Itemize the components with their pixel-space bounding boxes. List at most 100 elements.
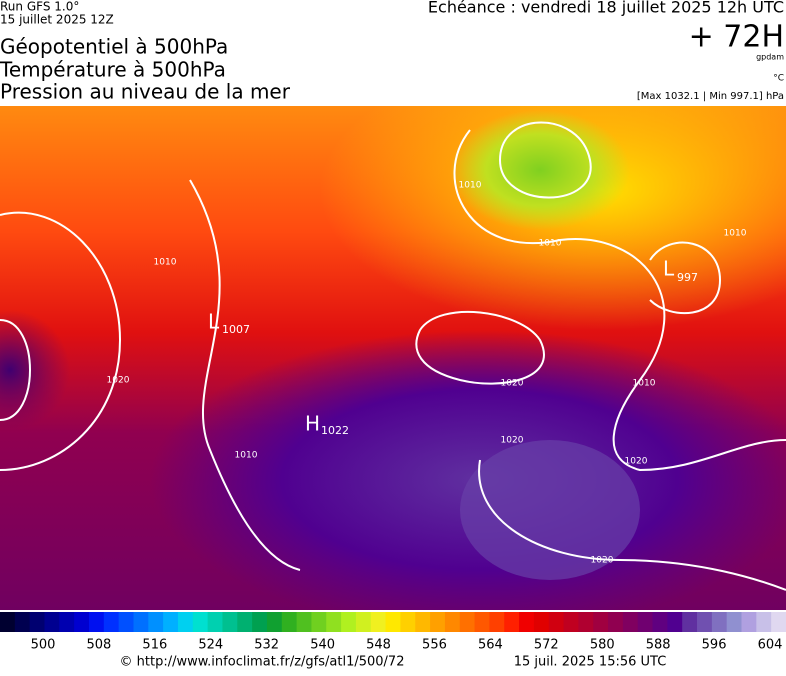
colorbar-label: 516 [142,638,167,653]
colorbar-cell [548,612,565,632]
colorbar-cell [667,612,683,632]
colorbar-cell [459,612,476,632]
isobar-label: 1010 [235,451,258,461]
colorbar-label: 500 [31,638,56,653]
colorbar-cell [118,612,134,632]
colorbar-cell [756,612,772,632]
isobar-label: 1010 [633,379,656,389]
colorbar-cell [163,612,179,632]
title: Température à 500hPa [0,58,226,82]
colorbar-cell [133,612,149,632]
colorbar-cell [74,612,90,632]
title: Géopotentiel à 500hPa [0,35,228,59]
center-kind: L [663,257,675,281]
colorbar-label: 588 [646,638,671,653]
isobar-label: 1010 [154,258,177,268]
isobar-label: 1020 [501,436,524,446]
isobar-labels: 1010 1010 1020 1010 1020 1020 1010 1010 … [107,181,747,566]
colorbar-cell [578,612,594,632]
colorbar-cell [444,612,461,632]
unit: °C [773,74,784,84]
isobar-label: 1020 [625,457,648,467]
colorbar-cell [489,612,505,632]
colorbar-cell [504,612,520,632]
colorbar-cell [563,612,579,632]
timestamp: 15 juil. 2025 15:56 UTC [514,655,667,670]
colorbar-label: 596 [702,638,727,653]
lead-time: + 72H [689,20,784,55]
colorbar-label: 540 [310,638,335,653]
colorbar-cell [682,612,698,632]
colorbar: 500 508 516 524 532 540 548 556 564 572 580 588 596 6… [0,612,786,653]
colorbar-cell [370,612,387,632]
colorbar-cell [237,612,253,632]
colorbar-cell [0,612,16,632]
colorbar-cell [341,612,357,632]
colorbar-cell [400,612,416,632]
colorbar-label: 580 [590,638,615,653]
valid-time: Echéance : vendredi 18 juillet 2025 12h … [428,0,784,17]
colorbar-label: 524 [198,638,223,653]
colorbar-cell [771,612,786,632]
colorbar-cell [14,612,31,632]
colorbar-cell [652,612,668,632]
pressure-range: [Max 1032.1 | Min 997.1] hPa [637,91,784,102]
colorbar-cell [697,612,713,632]
colorbar-label: 604 [758,638,783,653]
colorbar-cell [519,612,535,632]
colorbar-cell [741,612,757,632]
colorbar-cell [59,612,75,632]
colorbar-cell [593,612,609,632]
colorbar-cell [266,612,283,632]
colorbar-cell [326,612,342,632]
isobar-label: 1010 [539,239,562,249]
colorbar-cell [207,612,223,632]
center-kind: L [208,310,220,334]
colorbar-label: 572 [534,638,559,653]
run-date: 15 juillet 2025 12Z [0,13,114,27]
isobar-label: 1010 [459,181,482,191]
colorbar-cell [148,612,164,632]
colorbar-cell [252,612,268,632]
colorbar-label: 556 [422,638,447,653]
colorbar-cell [311,612,327,632]
colorbar-cell [608,612,624,632]
colorbar-cell [88,612,105,632]
colorbar-cell [355,612,372,632]
unit: gpdam [756,53,784,62]
colorbar-cell [622,612,639,632]
colorbar-label: 564 [478,638,503,653]
colorbar-cell [474,612,490,632]
colorbar-cell [177,612,194,632]
colorbar-label: 532 [254,638,279,653]
center-kind: H [305,412,320,436]
colorbar-cell [385,612,401,632]
center-value: 1007 [222,323,250,336]
isobar-label: 1020 [591,556,614,566]
colorbar-cell [533,612,550,632]
colorbar-label: 508 [87,638,112,653]
colorbar-cell [29,612,45,632]
colorbar-cell [192,612,209,632]
isobar-label: 1020 [107,376,130,386]
map [0,106,786,610]
pressure-centers: L 1007 H 1022 L 997 [208,257,698,438]
isobar-label: 1010 [724,229,747,239]
center-value: 997 [677,271,698,284]
colorbar-cell [281,612,298,632]
center-value: 1022 [321,424,349,437]
colorbar-cell [44,612,60,632]
colorbar-cell [296,612,312,632]
colorbar-cell [415,612,431,632]
colorbar-cell [103,612,120,632]
colorbar-cell [637,612,654,632]
title: Pression au niveau de la mer [0,80,291,104]
run: Run GFS 1.0° [0,0,79,14]
colorbar-cell [222,612,238,632]
isobar-label: 1020 [501,379,524,389]
colorbar-cell [726,612,743,632]
colorbar-cell [711,612,728,632]
colorbar-cell [430,612,446,632]
source-url: © http://www.infoclimat.fr/z/gfs/atl1/50… [120,655,405,670]
